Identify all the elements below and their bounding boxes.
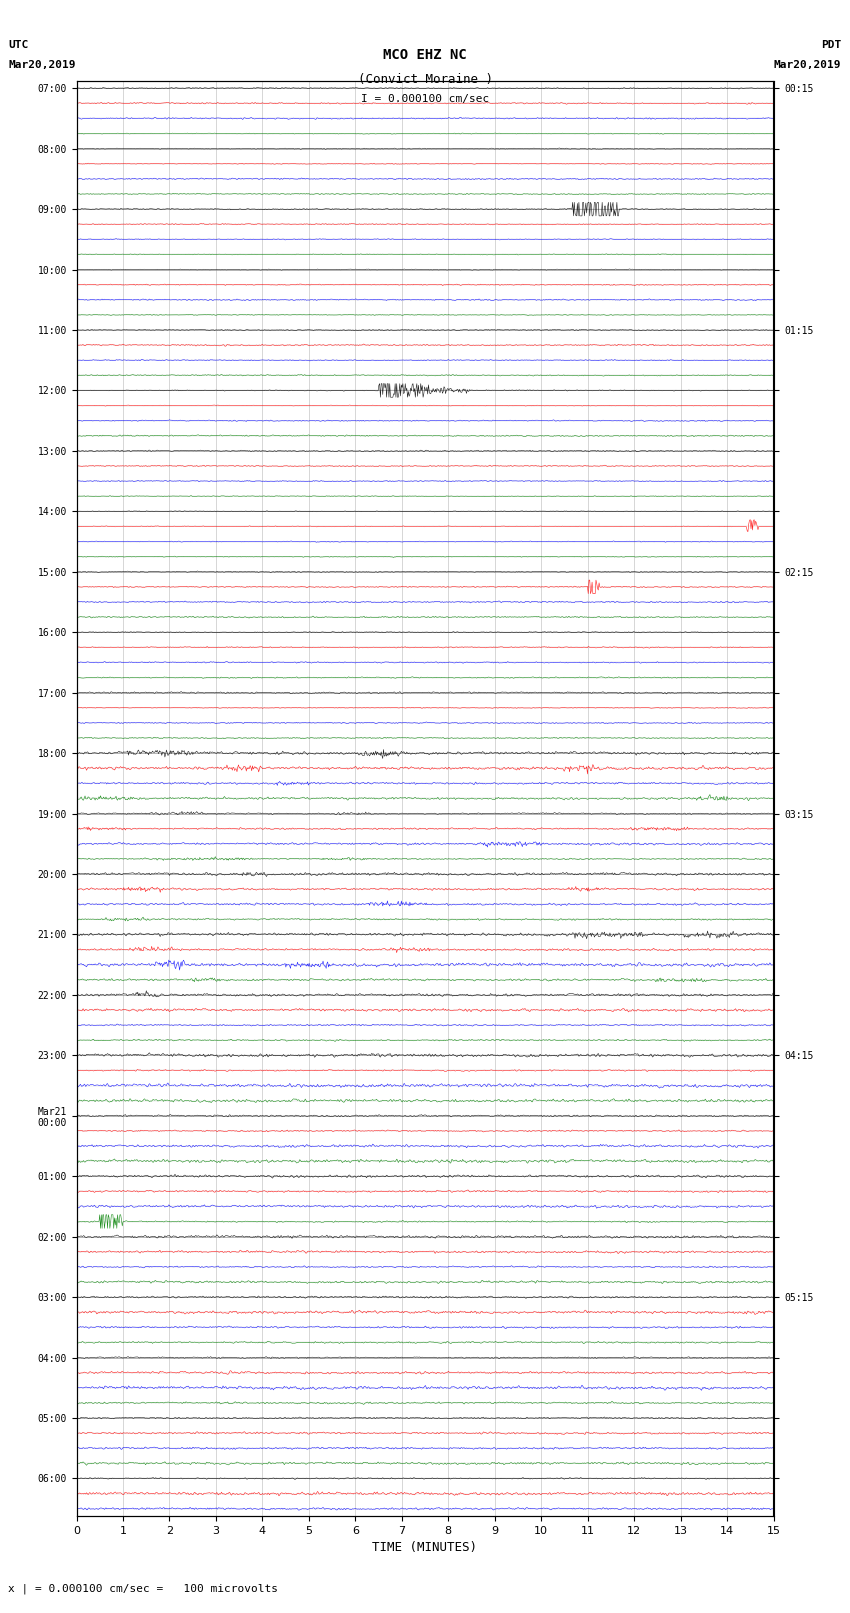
Text: MCO EHZ NC: MCO EHZ NC	[383, 48, 467, 63]
Text: (Convict Moraine ): (Convict Moraine )	[358, 73, 492, 85]
Text: x | = 0.000100 cm/sec =   100 microvolts: x | = 0.000100 cm/sec = 100 microvolts	[8, 1582, 279, 1594]
X-axis label: TIME (MINUTES): TIME (MINUTES)	[372, 1542, 478, 1555]
Text: PDT: PDT	[821, 40, 842, 50]
Text: UTC: UTC	[8, 40, 29, 50]
Text: Mar20,2019: Mar20,2019	[774, 60, 842, 69]
Text: I = 0.000100 cm/sec: I = 0.000100 cm/sec	[361, 94, 489, 103]
Text: Mar20,2019: Mar20,2019	[8, 60, 76, 69]
